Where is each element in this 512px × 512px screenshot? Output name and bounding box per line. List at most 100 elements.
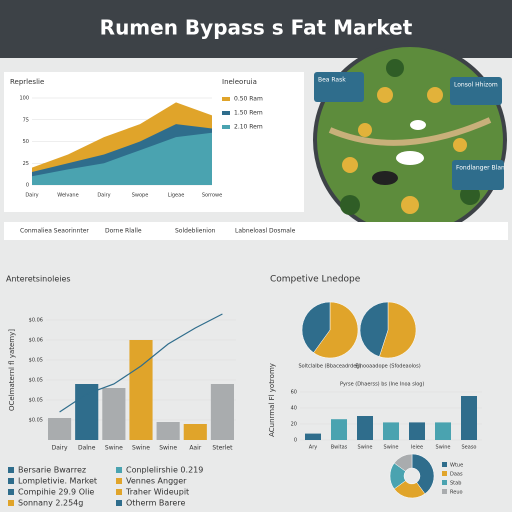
x-tick-label: Swine [358, 445, 373, 451]
slice [359, 301, 389, 357]
y-axis-label: OCelmaternl fl yatemy] [8, 329, 16, 411]
callout: Fondlanger Blan [456, 165, 505, 172]
y-tick-label: $0.06 [29, 338, 43, 344]
x-tick-label: Swope [132, 193, 149, 199]
y-tick-label: $0.05 [29, 398, 43, 404]
farm-illustration [313, 43, 507, 237]
legend-title: Ineleoruia [222, 78, 257, 86]
toolbar-item[interactable]: Soldeblienion [175, 228, 216, 235]
legend-swatch [116, 467, 122, 473]
chart-title: Reprleslie [10, 78, 44, 86]
legend-swatch [442, 471, 447, 476]
toolbar-item[interactable]: Conmaliea Seaorinnter [20, 228, 89, 235]
footer-item: Otherm Barere [126, 499, 185, 508]
legend-swatch [116, 489, 122, 495]
y-tick-label: 0 [26, 183, 29, 189]
callout: Bea Rask [318, 77, 346, 84]
title: Rumen Bypass s Fat Market [100, 16, 413, 40]
footer-item: Vennes Angger [126, 477, 187, 486]
y-tick-label: 100 [19, 96, 29, 102]
x-tick-label: Bwitas [331, 445, 348, 451]
legend-label: 1.50 Rem [234, 110, 263, 117]
legend-label: 2.10 Rem [234, 124, 263, 131]
legend-swatch [8, 478, 14, 484]
area [32, 132, 212, 185]
legend-swatch [116, 500, 122, 506]
legend-swatch [442, 462, 447, 467]
toolbar-item[interactable]: Dorne Rlalle [105, 228, 142, 235]
panel-title: Competive Lnedope [270, 275, 361, 285]
legend-label: Reuo [450, 490, 463, 496]
bar [435, 422, 451, 440]
bar [331, 419, 347, 440]
toolbar [4, 222, 508, 240]
y-tick-label: 60 [291, 390, 297, 396]
x-tick-label: Swine [105, 445, 123, 452]
bar [75, 384, 99, 440]
legend-swatch [222, 97, 230, 101]
footer-item: Traher Wideupit [125, 488, 189, 497]
legend-swatch [222, 125, 230, 129]
x-tick-label: Seaso [462, 445, 477, 451]
x-tick-label: Dalne [78, 445, 96, 452]
x-tick-label: Dairy [97, 193, 110, 199]
legend-label: 0.50 Ram [234, 96, 263, 103]
slice [301, 301, 331, 354]
y-tick-label: 50 [23, 139, 29, 145]
x-tick-label: Welvane [57, 193, 78, 199]
bar [156, 422, 180, 440]
y-tick-label: $0.05 [29, 378, 43, 384]
bar [305, 433, 321, 440]
x-tick-label: Swine [132, 445, 150, 452]
footer-item: Conplelirshie 0.219 [126, 466, 203, 475]
pie-label: Elnooaadope (Sfodeaolos) [355, 364, 420, 370]
legend-swatch [8, 500, 14, 506]
x-tick-label: Swine [159, 445, 177, 452]
slice [379, 301, 417, 359]
x-tick-label: Dairy [25, 193, 38, 199]
bar [210, 384, 234, 440]
y-tick-label: $0.05 [29, 358, 43, 364]
pie-label: Soltclalbe (Bbaceadrdeg) [298, 364, 361, 370]
footer-item: Bersarie Bwarrez [18, 466, 86, 475]
y-axis-label: ACunrmal Fl yotromy [268, 363, 276, 437]
legend-swatch [442, 489, 447, 494]
slice [313, 301, 359, 359]
legend-swatch [442, 480, 447, 485]
line [59, 313, 223, 413]
x-tick-label: Sterlet [212, 445, 233, 452]
legend-label: Stab [450, 481, 461, 487]
bar [48, 418, 72, 440]
legend-swatch [8, 489, 14, 495]
bar [357, 416, 373, 440]
footer-item: Lompletivie. Market [18, 477, 97, 486]
legend-swatch [8, 467, 14, 473]
x-tick-label: Dairy [52, 445, 68, 452]
x-tick-label: Ary [309, 445, 317, 451]
toolbar-item[interactable]: Labneloasl Dosmale [235, 228, 296, 235]
legend-label: Wtue [450, 463, 463, 469]
y-tick-label: 20 [291, 422, 297, 428]
y-tick-label: $0.06 [29, 318, 43, 324]
bar [383, 422, 399, 440]
x-tick-label: Sorrowe [202, 193, 222, 199]
chart-title: Anteretsinoleies [6, 275, 71, 284]
x-tick-label: Swine [384, 445, 399, 451]
slice [411, 453, 435, 495]
x-tick-label: Ligeae [168, 193, 185, 199]
legend-swatch [222, 111, 230, 115]
footer-item: Compihie 29.9 Olie [18, 488, 94, 497]
callout: Lonsol Hhizom [454, 82, 498, 89]
bar [461, 396, 477, 440]
bar [183, 424, 207, 440]
slice [393, 453, 413, 472]
y-tick-label: 40 [291, 406, 297, 412]
y-tick-label: 0 [294, 438, 297, 444]
bar [129, 340, 153, 440]
bar [409, 422, 425, 440]
legend-swatch [116, 478, 122, 484]
chart-title: Pyrse (Dhaerss) bs (Ine Inoa slog) [340, 382, 424, 388]
y-tick-label: 25 [23, 161, 29, 167]
footer-item: Sonnany 2.254g [18, 499, 83, 508]
